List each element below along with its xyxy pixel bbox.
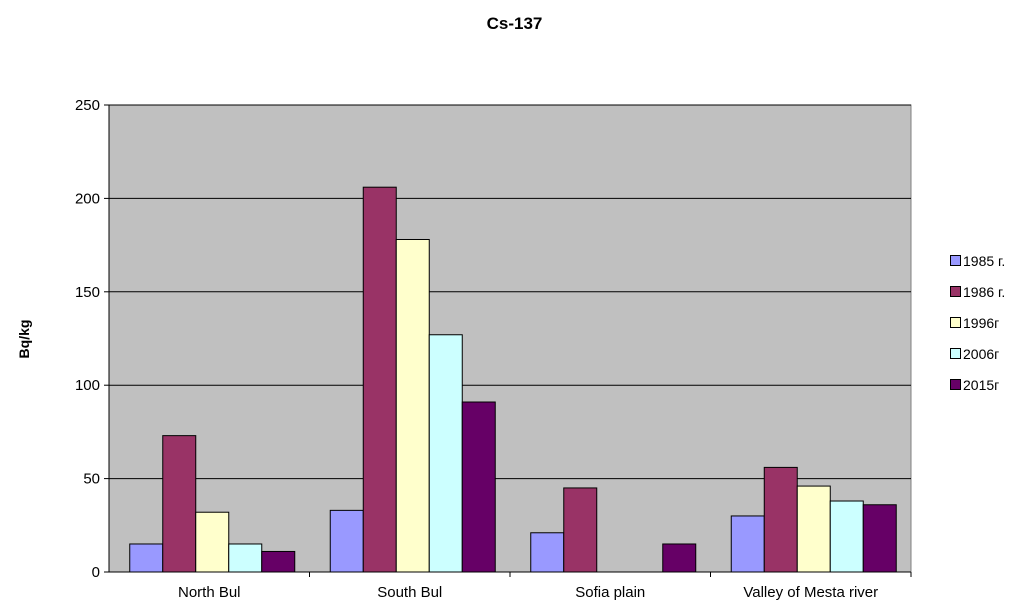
bar [563, 487, 598, 573]
legend: 1985 г. 1986 г. 1996г 2006г 2015г [950, 245, 1028, 400]
legend-item: 1996г [950, 307, 1028, 338]
y-tick-label: 0 [92, 564, 100, 581]
legend-item: 1985 г. [950, 245, 1028, 276]
x-tick-label: South Bul [377, 584, 442, 601]
bar [195, 511, 230, 573]
y-tick-label: 100 [75, 377, 100, 394]
x-tick-label: Valley of Mesta river [743, 584, 878, 601]
legend-swatch [950, 348, 961, 359]
legend-label: 1996г [963, 314, 1000, 331]
legend-swatch [950, 286, 961, 297]
legend-item: 2006г [950, 338, 1028, 369]
bar [428, 334, 463, 573]
y-tick-label: 250 [75, 97, 100, 114]
legend-label: 2015г [963, 376, 1000, 393]
legend-item: 1986 г. [950, 276, 1028, 307]
bar [395, 238, 430, 573]
bar [862, 504, 897, 573]
bar [228, 543, 263, 573]
bar [829, 500, 864, 573]
bar [362, 186, 397, 573]
bar [730, 515, 765, 573]
x-tick-label: Sofia plain [575, 584, 645, 601]
y-tick-label: 50 [83, 471, 100, 488]
x-tick-label: North Bul [178, 584, 241, 601]
legend-swatch [950, 379, 961, 390]
y-axis-label: Bq/kg [16, 320, 32, 359]
bar [662, 543, 697, 573]
legend-swatch [950, 317, 961, 328]
bar [530, 532, 565, 573]
bar [261, 550, 296, 573]
legend-label: 1986 г. [963, 283, 1006, 300]
bar [329, 509, 364, 573]
y-tick-label: 150 [75, 284, 100, 301]
chart-title: Cs-137 [486, 14, 543, 33]
bar [461, 401, 496, 573]
bar [796, 485, 831, 573]
legend-label: 2006г [963, 345, 1000, 362]
bar [162, 435, 197, 573]
legend-item: 2015г [950, 369, 1028, 400]
bar [129, 543, 164, 573]
y-tick-label: 200 [75, 190, 100, 207]
legend-swatch [950, 255, 961, 266]
legend-label: 1985 г. [963, 252, 1006, 269]
bar [763, 466, 798, 573]
